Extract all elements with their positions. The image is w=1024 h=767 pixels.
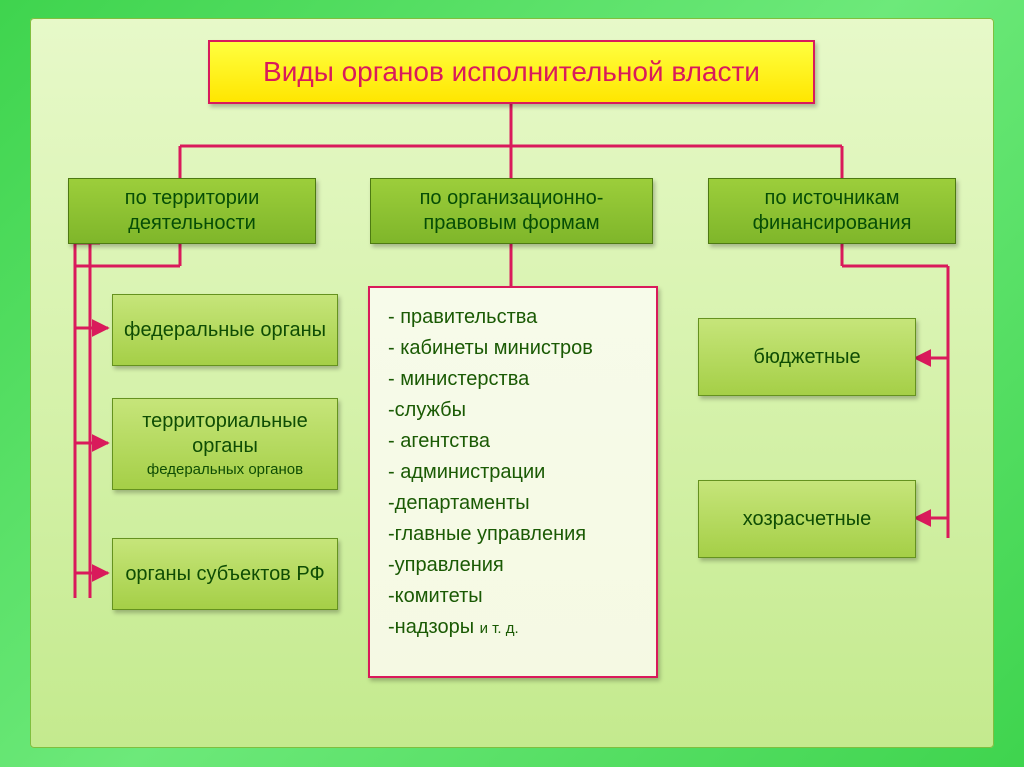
leaf-label: хозрасчетные [743, 507, 871, 532]
leaf-label: бюджетные [753, 345, 860, 370]
leaf-federal-organs: федеральные органы [112, 294, 338, 366]
leaf-budget: бюджетные [698, 318, 916, 396]
leaf-label: территориальные органы [123, 409, 327, 459]
diagram-title: Виды органов исполнительной власти [208, 40, 815, 104]
leaf-subject-organs: органы субъектов РФ [112, 538, 338, 610]
leaf-self-financed: хозрасчетные [698, 480, 916, 558]
leaf-territorial-organs: территориальные органы федеральных орган… [112, 398, 338, 490]
category-label: по территории деятельности [79, 186, 305, 236]
leaf-sublabel: федеральных органов [147, 461, 303, 480]
forms-list-content: - правительства- кабинеты министров- мин… [388, 302, 593, 643]
forms-list: - правительства- кабинеты министров- мин… [368, 286, 658, 678]
category-territory: по территории деятельности [68, 178, 316, 244]
leaf-label: федеральные органы [124, 318, 326, 343]
category-forms: по организационно-правовым формам [370, 178, 653, 244]
category-finance: по источникам финансирования [708, 178, 956, 244]
title-text: Виды органов исполнительной власти [263, 56, 760, 88]
leaf-label: органы субъектов РФ [125, 562, 324, 587]
category-label: по источникам финансирования [719, 186, 945, 236]
category-label: по организационно-правовым формам [381, 186, 642, 236]
diagram-canvas: Виды органов исполнительной власти по те… [30, 18, 994, 748]
